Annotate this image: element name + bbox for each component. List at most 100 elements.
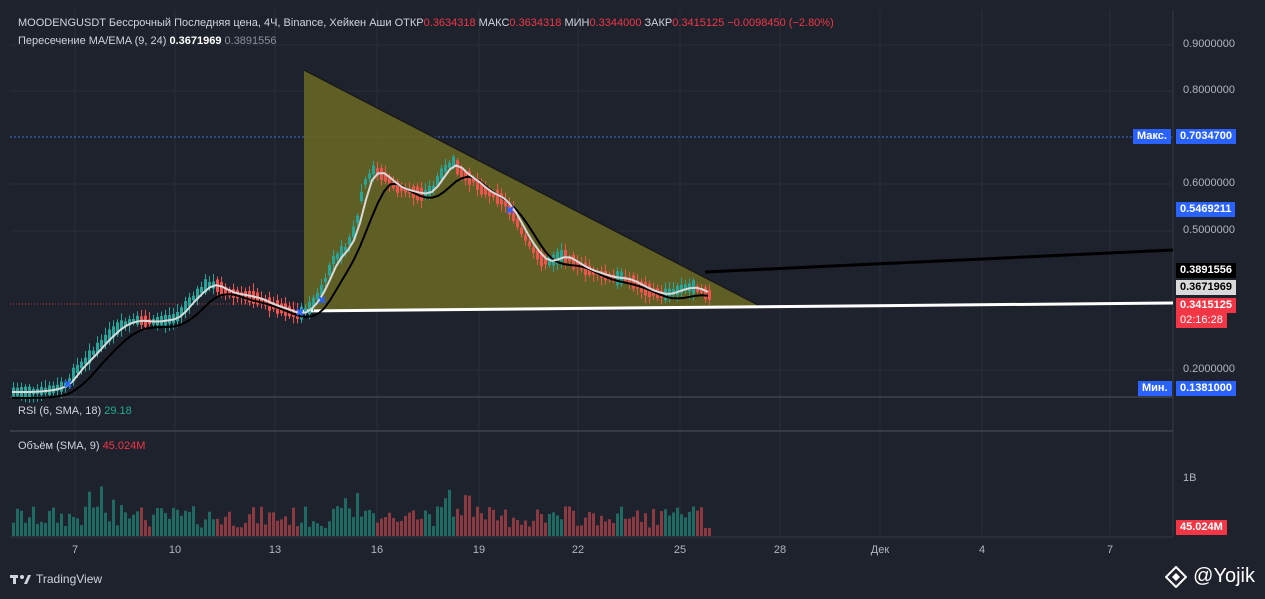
volume-bar <box>276 520 279 536</box>
volume-bar <box>652 509 655 536</box>
volume-bar <box>284 516 287 536</box>
candle-body <box>416 186 419 200</box>
volume-bar <box>292 507 295 536</box>
volume-bar <box>336 506 339 536</box>
volume-bar <box>176 509 179 536</box>
volume-bar <box>140 507 143 536</box>
candle-body <box>452 156 455 168</box>
candle-body <box>484 187 487 195</box>
volume-value: 45.024M <box>102 440 146 452</box>
candle-body <box>264 298 267 306</box>
time-tick: 16 <box>370 544 384 556</box>
volume-bar <box>608 519 611 536</box>
volume-bar <box>224 516 227 536</box>
candle-body <box>188 297 191 307</box>
cross-markers <box>64 206 514 388</box>
volume-bar <box>288 524 291 536</box>
price-tick: 0.8000000 <box>1183 84 1235 96</box>
volume-bar <box>656 524 659 536</box>
candle-body <box>604 271 607 281</box>
tradingview-logo[interactable]: TradingView <box>10 572 102 586</box>
candle-body <box>176 311 179 322</box>
ma-price-label: 0.3671969 <box>1176 280 1236 295</box>
volume-bar <box>516 520 519 536</box>
time-tick: 19 <box>472 544 486 556</box>
volume-bar <box>144 520 147 536</box>
volume-bar <box>12 522 15 536</box>
level-price-label: 0.5469211 <box>1176 202 1236 217</box>
author-name: @Yojik <box>1193 565 1255 587</box>
volume-bar <box>148 526 151 536</box>
volume-bar <box>356 493 359 536</box>
close-label: ЗАКР <box>644 17 673 29</box>
volume-bar <box>300 522 303 536</box>
high-value: 0.3634318 <box>509 17 562 29</box>
triangle-pattern <box>304 70 760 312</box>
candle-body <box>512 209 515 221</box>
candle-body <box>376 168 379 176</box>
ma-value: 0.3671969 <box>169 35 222 47</box>
volume-bar <box>632 516 635 536</box>
volume-indicator-name: Объём (SMA, 9) <box>18 440 100 452</box>
volume-bar <box>396 521 399 536</box>
candle-body <box>80 361 83 369</box>
volume-bar <box>100 486 103 536</box>
candle-body <box>88 350 91 364</box>
volume-bar <box>564 506 567 536</box>
volume-bar <box>588 511 591 536</box>
candle-body <box>304 308 307 313</box>
volume-bar <box>580 525 583 536</box>
candle-body <box>196 288 199 300</box>
rsi-legend[interactable]: RSI (6, SMA, 18) 29.18 <box>18 405 132 417</box>
volume-bar <box>232 525 235 536</box>
candle-body <box>448 162 451 168</box>
candle-body <box>108 329 111 342</box>
candle-body <box>344 246 347 252</box>
volume-bar <box>644 513 647 536</box>
candle-body <box>360 191 363 202</box>
volume-bar <box>280 519 283 536</box>
volume-bar <box>492 509 495 536</box>
high-label: МАКС <box>478 17 510 29</box>
candle-body <box>72 367 75 382</box>
time-tick: 28 <box>773 544 787 556</box>
candle-body <box>628 277 631 283</box>
bar-countdown: 02:16:28 <box>1176 313 1227 328</box>
volume-bar <box>244 522 247 536</box>
volume-bar <box>188 512 191 536</box>
volume-bar <box>636 510 639 536</box>
volume-bar <box>556 515 559 536</box>
low-value: 0.3344000 <box>589 17 642 29</box>
volume-bar <box>36 523 39 536</box>
diamond-icon <box>1165 565 1188 588</box>
time-tick: 7 <box>1106 544 1114 556</box>
candle-body <box>576 261 579 268</box>
candle-body <box>572 255 575 269</box>
volume-bar <box>672 512 675 536</box>
volume-bar <box>532 520 535 536</box>
volume-bar <box>204 519 207 536</box>
candle-body <box>544 258 547 265</box>
volume-bar <box>368 510 371 536</box>
volume-bar <box>208 511 211 536</box>
candle-body <box>84 357 87 365</box>
volume-bar <box>160 508 163 536</box>
candle-body <box>704 287 707 299</box>
volume-bar <box>92 507 95 536</box>
volume-legend[interactable]: Объём (SMA, 9) 45.024M <box>18 440 145 452</box>
volume-bar <box>568 506 571 536</box>
volume-bar <box>420 518 423 536</box>
ma-legend[interactable]: Пересечение MA/EMA (9, 24) 0.3671969 0.3… <box>18 35 277 47</box>
candle-body <box>96 342 99 354</box>
volume-bar <box>28 517 31 536</box>
candle-body <box>632 275 635 289</box>
candle-body <box>212 281 215 289</box>
max-tag: Макс. <box>1133 129 1171 144</box>
volume-bar <box>184 510 187 536</box>
volume-bar <box>600 515 603 536</box>
volume-bar <box>616 513 619 536</box>
candle-body <box>456 160 459 175</box>
time-tick: 10 <box>168 544 182 556</box>
candle-body <box>672 289 675 295</box>
